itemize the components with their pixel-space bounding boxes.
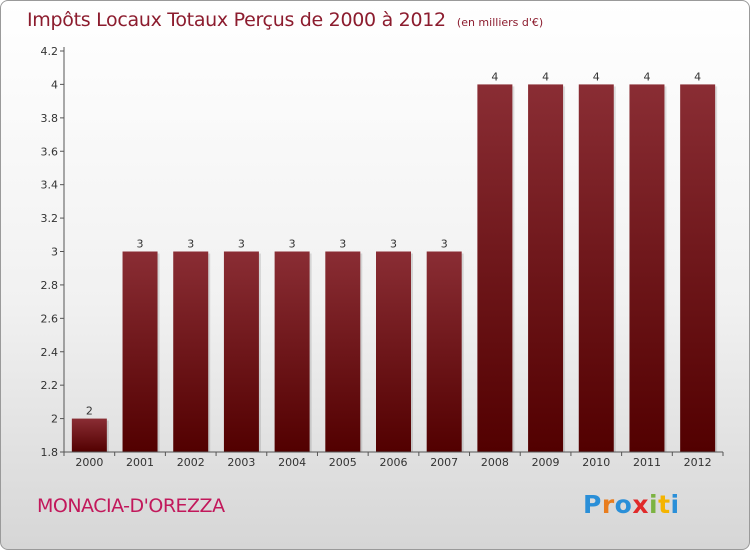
y-tick-label: 3.6 xyxy=(41,145,59,158)
bar-2009[interactable] xyxy=(528,84,564,453)
logo-letter: r xyxy=(601,490,615,519)
data-label-2007: 3 xyxy=(441,238,448,251)
proxiti-logo[interactable]: Proxiti xyxy=(583,490,680,519)
y-tick-label: 4 xyxy=(51,78,58,91)
bar-2011[interactable] xyxy=(629,84,665,453)
data-label-2000: 2 xyxy=(86,405,93,418)
y-tick-label: 1.8 xyxy=(41,446,59,459)
data-label-2002: 3 xyxy=(187,238,194,251)
logo-letter: o xyxy=(614,490,633,519)
x-tick-label: 2006 xyxy=(380,456,408,469)
bar-2005[interactable] xyxy=(325,251,361,453)
x-tick-label: 2003 xyxy=(227,456,255,469)
x-tick-label: 2002 xyxy=(177,456,205,469)
data-label-2001: 3 xyxy=(137,238,144,251)
x-tick-label: 2011 xyxy=(633,456,661,469)
y-tick-label: 2.2 xyxy=(41,379,59,392)
x-tick-label: 2009 xyxy=(532,456,560,469)
x-tick-label: 2001 xyxy=(126,456,154,469)
bar-2002[interactable] xyxy=(173,251,209,453)
bar-2007[interactable] xyxy=(426,251,462,453)
data-label-2012: 4 xyxy=(694,70,701,83)
logo-letter: i xyxy=(649,490,659,519)
x-tick-label: 2008 xyxy=(481,456,509,469)
data-label-2011: 4 xyxy=(643,70,650,83)
chart-title-row: Impôts Locaux Totaux Perçus de 2000 à 20… xyxy=(27,9,543,31)
x-tick-label: 2004 xyxy=(278,456,306,469)
bar-2012[interactable] xyxy=(680,84,716,453)
bars-group: 2 3 3 3 3 3 3 3 4 4 4 4 4 xyxy=(71,70,718,453)
data-label-2009: 4 xyxy=(542,70,549,83)
x-tick-label: 2010 xyxy=(582,456,610,469)
bar-2000[interactable] xyxy=(71,418,107,452)
y-tick-label: 3.4 xyxy=(41,179,59,192)
data-label-2005: 3 xyxy=(339,238,346,251)
chart-unit: (en milliers d'€) xyxy=(456,16,544,29)
data-label-2008: 4 xyxy=(491,70,498,83)
commune-name: MONACIA-D'OREZZA xyxy=(37,495,225,517)
logo-letter: i xyxy=(670,490,680,519)
axes-group: 1.8 2 2.2 2.4 2.6 2.8 3 3.2 3.4 3.6 3.8 4 4.2 2000 200… xyxy=(41,45,724,469)
data-label-2010: 4 xyxy=(593,70,600,83)
y-tick-label: 3 xyxy=(51,246,58,259)
logo-letter: P xyxy=(583,490,602,519)
bar-2008[interactable] xyxy=(477,84,513,453)
x-tick-label: 2012 xyxy=(684,456,712,469)
bar-2004[interactable] xyxy=(274,251,310,453)
data-label-2006: 3 xyxy=(390,238,397,251)
logo-letter: t xyxy=(658,490,671,519)
y-tick-label: 2.6 xyxy=(41,312,59,325)
chart-title: Impôts Locaux Totaux Perçus de 2000 à 20… xyxy=(27,9,446,31)
x-tick-label: 2007 xyxy=(430,456,458,469)
y-tick-label: 2 xyxy=(51,413,58,426)
bar-2001[interactable] xyxy=(122,251,158,453)
y-tick-label: 2.8 xyxy=(41,279,59,292)
x-tick-label: 2000 xyxy=(75,456,103,469)
logo-letter: x xyxy=(632,490,649,519)
y-tick-label: 3.2 xyxy=(41,212,59,225)
y-tick-label: 4.2 xyxy=(41,45,59,58)
x-tick-label: 2005 xyxy=(329,456,357,469)
y-tick-label: 3.8 xyxy=(41,112,59,125)
bar-2006[interactable] xyxy=(376,251,411,453)
bar-2010[interactable] xyxy=(578,84,614,453)
bar-2003[interactable] xyxy=(223,251,259,453)
y-tick-label: 2.4 xyxy=(41,346,59,359)
data-label-2004: 3 xyxy=(289,238,296,251)
data-label-2003: 3 xyxy=(238,238,245,251)
